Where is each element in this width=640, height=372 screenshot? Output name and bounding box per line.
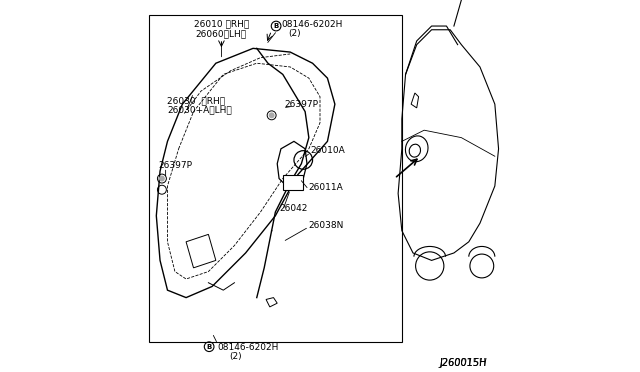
Circle shape — [159, 176, 165, 182]
Text: 26030  〈RH〉: 26030 〈RH〉 — [168, 96, 226, 105]
Text: J260015H: J260015H — [439, 358, 487, 368]
Text: 26042: 26042 — [279, 204, 307, 213]
Text: 26010 〈RH〉: 26010 〈RH〉 — [194, 20, 249, 29]
Circle shape — [269, 112, 275, 118]
Text: 26011A: 26011A — [309, 183, 344, 192]
Text: J260015H: J260015H — [440, 358, 487, 368]
Text: 26397P: 26397P — [158, 161, 192, 170]
Text: 26397P: 26397P — [285, 100, 319, 109]
Text: B: B — [207, 344, 212, 350]
Text: B: B — [273, 23, 279, 29]
Text: (2): (2) — [289, 29, 301, 38]
Text: 08146-6202H: 08146-6202H — [281, 20, 342, 29]
Text: 26030+A〈LH〉: 26030+A〈LH〉 — [168, 105, 232, 114]
FancyBboxPatch shape — [283, 175, 303, 190]
Text: 26060〈LH〉: 26060〈LH〉 — [196, 29, 247, 38]
Text: 26038N: 26038N — [309, 221, 344, 230]
Text: 08146-6202H: 08146-6202H — [218, 343, 279, 352]
Text: (2): (2) — [229, 352, 241, 361]
Text: 26010A: 26010A — [310, 146, 346, 155]
FancyBboxPatch shape — [149, 15, 402, 342]
